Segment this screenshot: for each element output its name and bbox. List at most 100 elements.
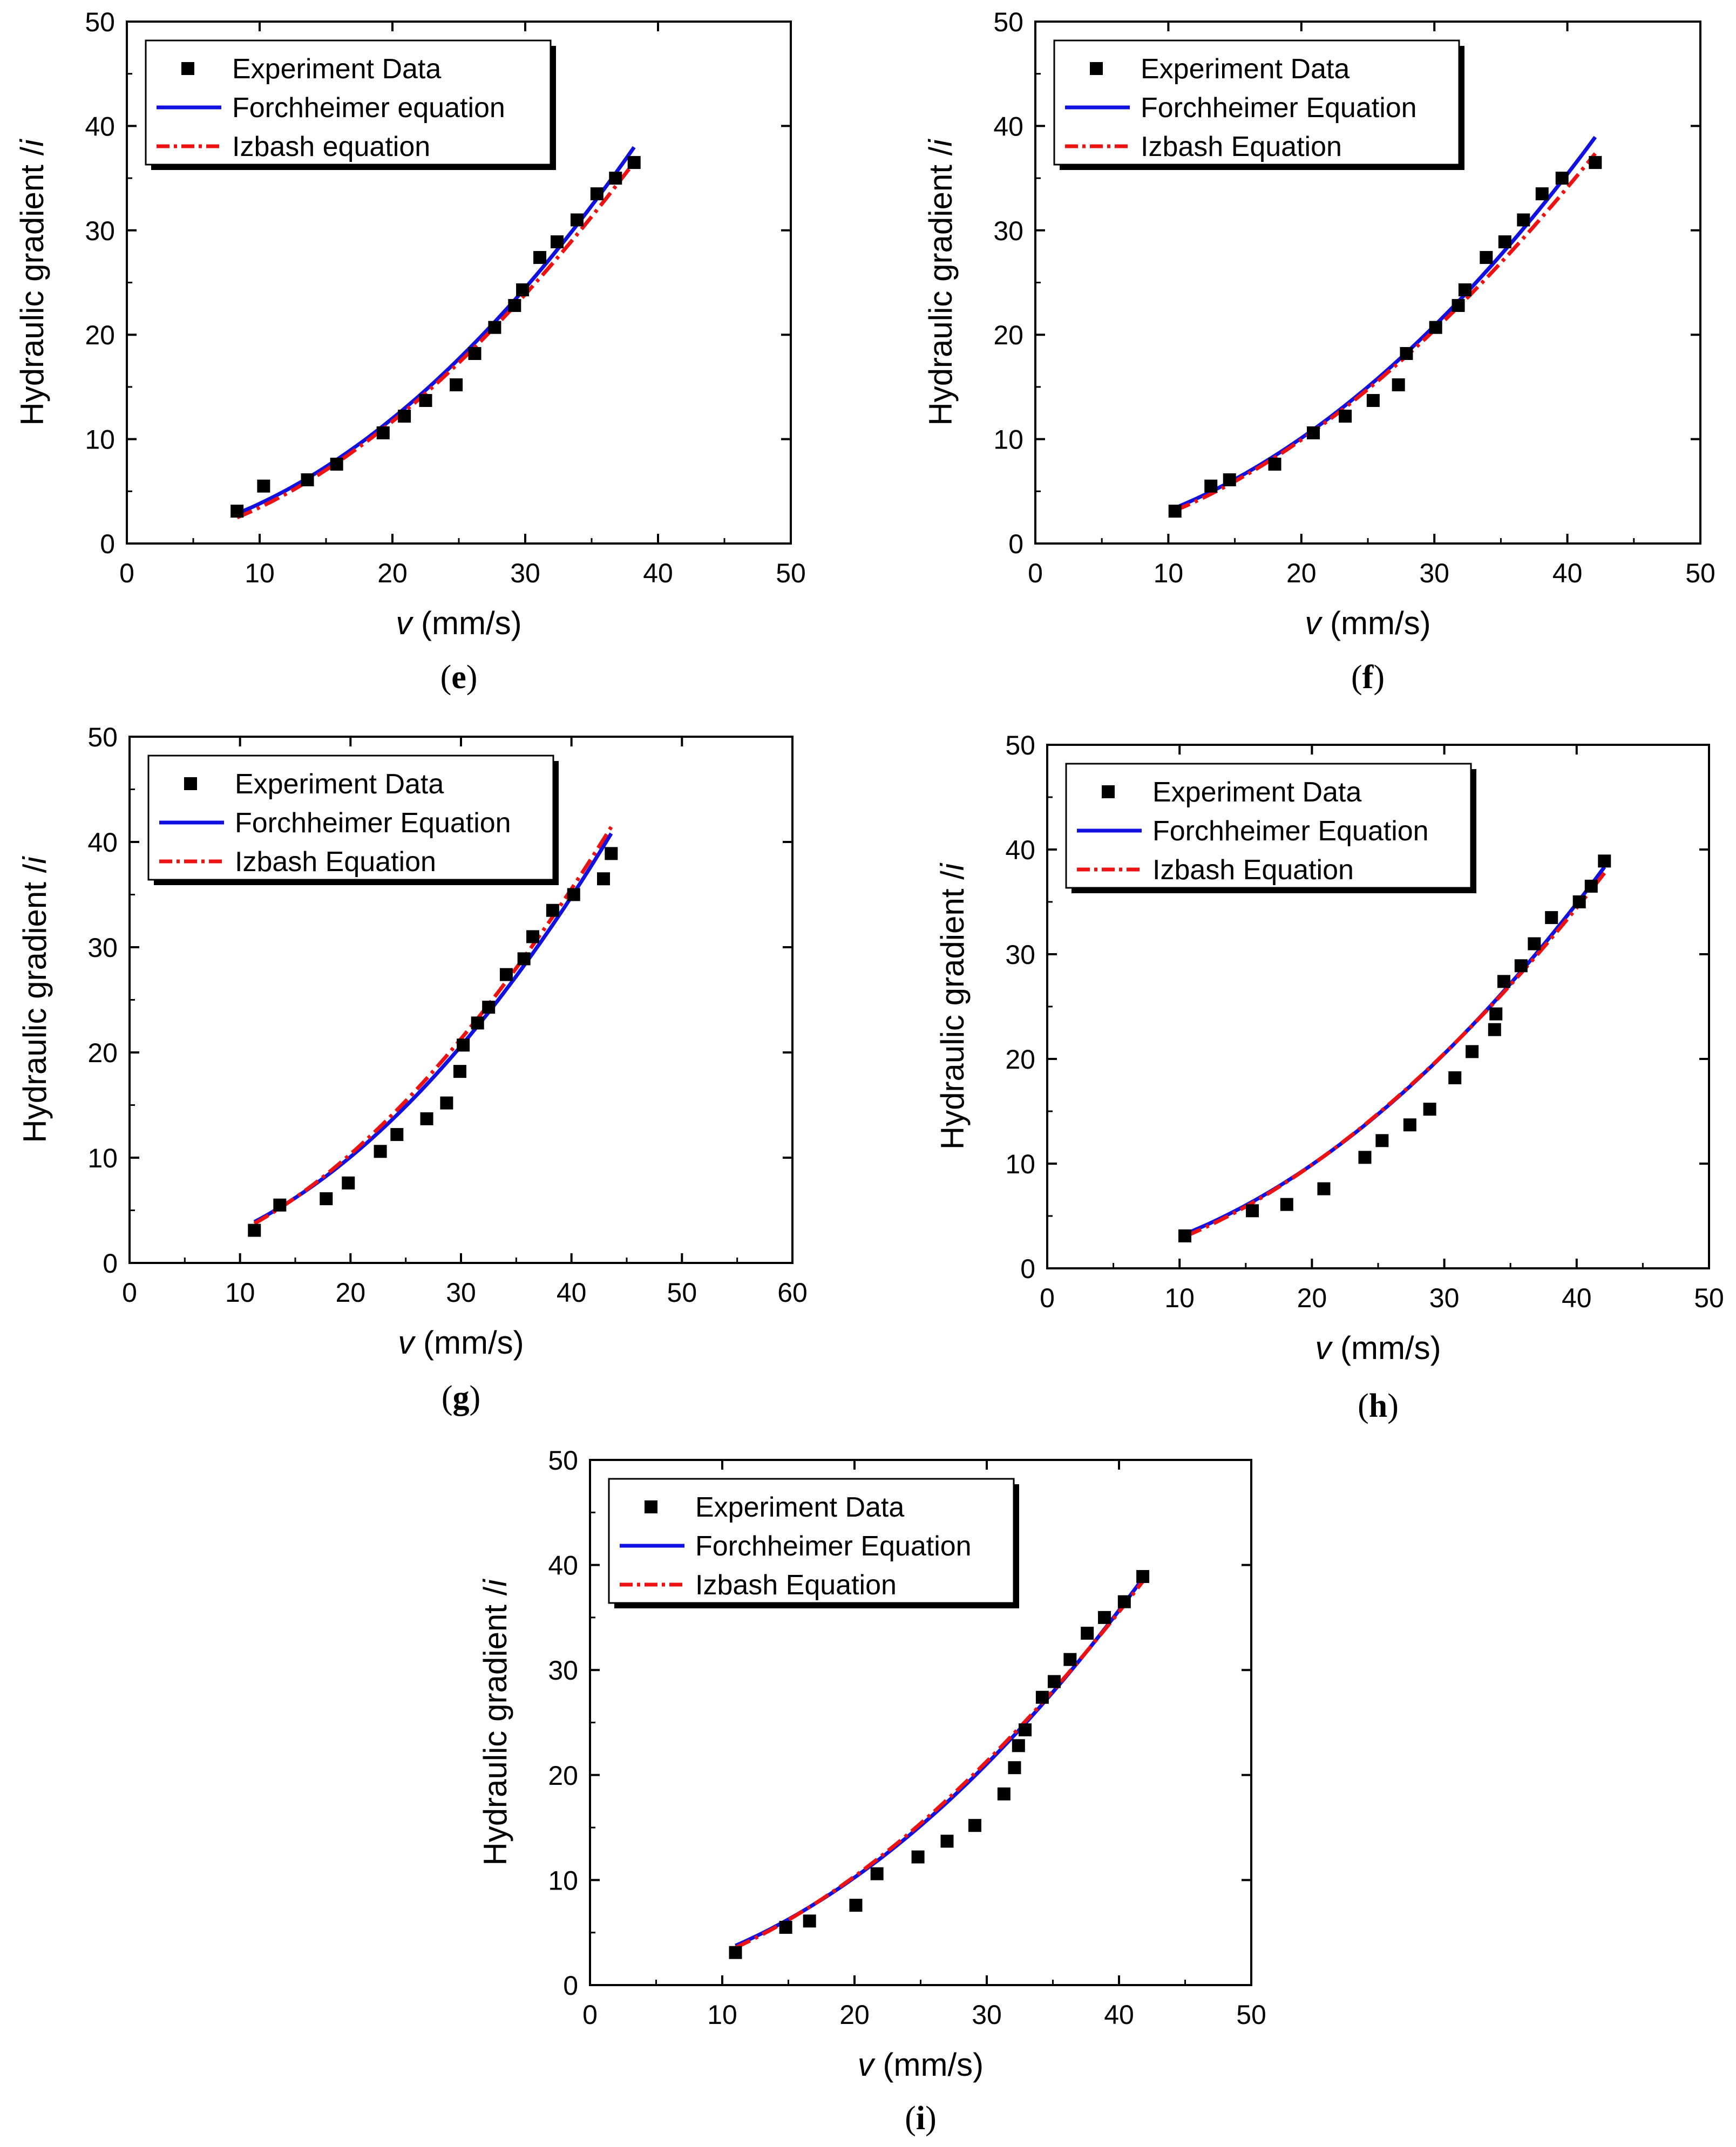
experiment-data-point	[468, 347, 482, 361]
caption-letter: h	[1369, 1388, 1387, 1424]
izbash-curve	[735, 1580, 1144, 1949]
x-axis-label: v (mm/s)	[1315, 1330, 1441, 1366]
forchheimer-curve	[1185, 866, 1606, 1235]
experiment-data-point	[419, 394, 432, 407]
y-axis-label-var: i	[477, 1579, 513, 1587]
legend-label-izbash: Izbash equation	[232, 131, 430, 162]
y-axis-label-text: Hydraulic gradient /	[923, 146, 959, 425]
caption-letter: e	[451, 659, 466, 696]
y-axis-label-var: i	[14, 139, 50, 147]
legend-label-izbash: Izbash Equation	[695, 1570, 897, 1601]
experiment-data-point	[1488, 1023, 1501, 1036]
legend-label-experiment: Experiment Data	[1141, 53, 1350, 85]
x-tick-label: 30	[1419, 558, 1449, 588]
chart-panel-e: 0 10 20 30 40 50 0 10 20 30 40 50 v (mm/s) Hydraulic …	[14, 7, 806, 696]
experiment-data-point	[1204, 479, 1218, 493]
x-axis-label-var: v	[398, 1324, 416, 1361]
caption-open-paren: (	[905, 2100, 916, 2137]
y-tick-label: 40	[548, 1551, 578, 1581]
legend: Experiment Data Forchheimer Equation Izbas…	[608, 1478, 1019, 1608]
y-tick-label: 10	[993, 425, 1023, 455]
experiment-data-point	[609, 172, 622, 185]
x-tick-label: 20	[1286, 558, 1317, 588]
experiment-data-point	[1498, 235, 1511, 249]
legend-label-experiment: Experiment Data	[235, 769, 444, 800]
x-axis-label-var: v	[858, 2047, 876, 2083]
experiment-data-point	[1081, 1627, 1094, 1640]
x-tick-label: 0	[122, 1278, 137, 1308]
experiment-data-point	[1339, 410, 1352, 423]
x-tick-label: 30	[446, 1278, 476, 1308]
y-axis-label-text: Hydraulic gradient /	[17, 864, 53, 1143]
experiment-data-point	[1306, 426, 1320, 439]
x-tick-label: 30	[1429, 1283, 1460, 1313]
legend-marker-experiment	[645, 1500, 657, 1513]
x-tick-label: 40	[1562, 1283, 1592, 1313]
izbash-curve	[1174, 152, 1597, 513]
x-tick-label: 40	[557, 1278, 587, 1308]
legend: Experiment Data Forchheimer equation Izbas…	[145, 39, 556, 170]
x-axis-label-unit: (mm/s)	[1321, 605, 1430, 641]
y-tick-label: 30	[85, 216, 115, 246]
experiment-data-point	[1317, 1182, 1331, 1195]
legend-marker-experiment	[1102, 785, 1115, 798]
experiment-data-point	[1458, 283, 1471, 297]
experiment-data-point	[230, 505, 244, 518]
x-tick-label: 0	[582, 2000, 598, 2030]
experiment-data-point	[1047, 1675, 1061, 1688]
legend-box	[1065, 763, 1472, 889]
y-tick-label: 0	[103, 1248, 118, 1279]
experiment-data-point	[1063, 1653, 1077, 1666]
caption-open-paren: (	[440, 659, 452, 696]
y-tick-label: 50	[993, 7, 1023, 37]
y-tick-label: 0	[1020, 1254, 1035, 1284]
experiment-data-point	[729, 1946, 742, 1959]
experiment-data-point	[567, 888, 580, 901]
experiment-data-point	[1400, 347, 1413, 361]
x-tick-label: 60	[777, 1278, 808, 1308]
x-tick-label: 50	[776, 558, 806, 588]
x-axis-label-var: v	[1315, 1330, 1333, 1366]
experiment-data-point	[342, 1176, 355, 1190]
chart-panel-h: 0 10 20 30 40 50 0 10 20 30 40 50 v (mm/s) Hydraulic …	[934, 730, 1724, 1424]
y-axis-label: Hydraulic gradient /i	[934, 862, 971, 1150]
experiment-data-point	[1392, 378, 1405, 392]
experiment-data-point	[1136, 1570, 1150, 1584]
x-tick-label: 20	[1297, 1283, 1327, 1313]
experiment-data-point	[457, 1038, 470, 1052]
experiment-data-point	[1117, 1595, 1131, 1608]
experiment-data-point	[273, 1198, 287, 1212]
legend-box	[1053, 39, 1460, 166]
experiment-data-point	[1223, 473, 1236, 487]
x-tick-label: 20	[336, 1278, 366, 1308]
x-tick-label: 20	[377, 558, 408, 588]
y-tick-label: 20	[548, 1761, 578, 1791]
y-tick-label: 30	[1005, 940, 1035, 970]
x-tick-label: 20	[839, 2000, 870, 2030]
y-tick-label: 10	[87, 1143, 118, 1173]
legend-label-izbash: Izbash Equation	[235, 846, 436, 878]
x-axis-label: v (mm/s)	[858, 2047, 984, 2083]
legend-label-izbash: Izbash Equation	[1141, 131, 1342, 162]
x-tick-label: 50	[667, 1278, 697, 1308]
y-tick-label: 0	[563, 1971, 578, 2001]
y-tick-label: 40	[85, 111, 115, 141]
legend-marker-experiment	[1090, 62, 1103, 75]
experiment-data-point	[1019, 1723, 1032, 1737]
experiment-data-point	[1280, 1198, 1293, 1211]
forchheimer-curve	[253, 832, 613, 1224]
x-tick-label: 50	[1694, 1283, 1724, 1313]
y-axis-label-text: Hydraulic gradient /	[14, 146, 50, 425]
experiment-data-point	[1545, 911, 1558, 925]
experiment-data-point	[330, 458, 343, 471]
experiment-data-point	[1452, 299, 1465, 312]
y-tick-label: 30	[993, 216, 1023, 246]
x-axis-label-unit: (mm/s)	[412, 605, 521, 641]
experiment-data-point	[453, 1065, 466, 1078]
legend-label-forchheimer: Forchheimer Equation	[1141, 92, 1417, 124]
panel-caption: (g)	[442, 1380, 480, 1416]
experiment-data-point	[1535, 187, 1549, 201]
experiment-data-point	[482, 1001, 496, 1014]
legend-label-forchheimer: Forchheimer equation	[232, 92, 505, 124]
experiment-data-point	[1375, 1134, 1389, 1147]
